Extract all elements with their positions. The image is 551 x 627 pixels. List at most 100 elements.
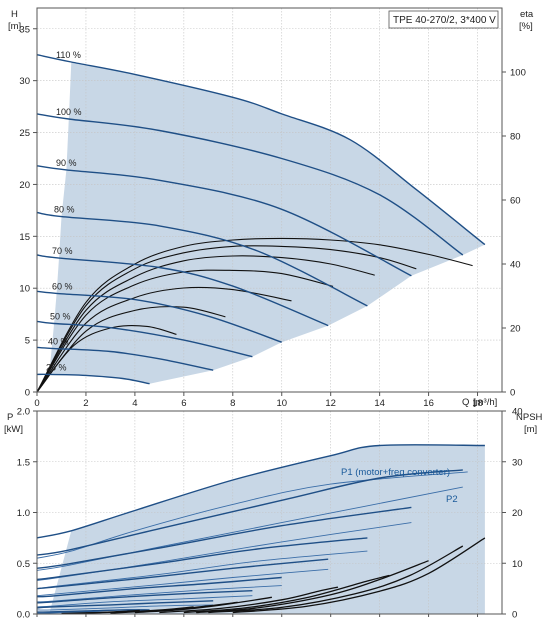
npsh-curve <box>159 586 339 614</box>
y-axis-unit-h: [m] <box>8 21 21 32</box>
y2-axis-unit-eta: [%] <box>519 21 533 32</box>
head-chart-grid <box>36 8 502 392</box>
speed-label: 90 % <box>56 158 77 168</box>
speed-curves <box>36 54 486 385</box>
p2-curve <box>36 604 214 611</box>
speed-curve <box>36 290 282 343</box>
x-tick-label: 4 <box>132 398 137 409</box>
p1-curves <box>36 444 485 613</box>
p2-curve <box>36 568 329 597</box>
y-tick-label: 1.0 <box>17 508 30 519</box>
p2-curves <box>36 471 468 614</box>
p2-curve <box>36 486 463 571</box>
p1-curve <box>36 506 412 569</box>
efficiency-curve <box>36 237 473 393</box>
y-tick-label: 20 <box>19 180 30 191</box>
speed-curve <box>36 373 150 385</box>
p1-curve <box>36 576 282 598</box>
x-tick-label: 6 <box>181 398 186 409</box>
efficiency-curve <box>36 255 375 393</box>
npsh-curve <box>208 545 464 614</box>
x-tick-label: 18 <box>472 398 483 409</box>
npsh-curve <box>196 560 429 614</box>
speed-label: 50 % <box>50 312 71 322</box>
speed-label: 80 % <box>54 205 75 215</box>
y-axis-label-p: P <box>7 412 13 423</box>
speed-curve <box>36 346 214 371</box>
speed-label: 70 % <box>52 246 73 256</box>
head-chart: 0 2 4 6 8 10 12 14 16 18 0 5 10 15 20 25 30 35 0 20 40 60 80 10… <box>8 7 534 409</box>
x-tick-label: 16 <box>423 398 434 409</box>
speed-curve <box>36 254 329 327</box>
y2-tick-label: 20 <box>512 508 523 519</box>
y2-tick-label: 40 <box>512 407 523 418</box>
x-tick-label: 0 <box>34 398 39 409</box>
speed-label: 40 % <box>48 336 69 346</box>
speed-curve <box>36 211 368 307</box>
p1-series-label: P1 (motor+freq.converter) <box>341 467 450 478</box>
y-tick-label: 25 <box>19 128 30 139</box>
speed-labels: 110 % 100 % 90 % 80 % 70 % 60 % 50 % 40 % 25 % <box>46 50 82 372</box>
y2-axis-label-eta: eta <box>520 9 534 20</box>
y2-tick-label: 60 <box>510 196 521 207</box>
y-tick-label: 0.0 <box>17 610 30 621</box>
speed-curve <box>36 54 486 246</box>
y-tick-label: 10 <box>19 284 30 295</box>
efficiency-curve <box>36 286 292 393</box>
x-tick-label: 8 <box>230 398 235 409</box>
y-tick-label: 15 <box>19 232 30 243</box>
speed-curve <box>36 165 412 277</box>
y-tick-label: 30 <box>19 76 30 87</box>
p2-curve <box>36 595 253 608</box>
y2-axis-label-npsh: NPSH <box>516 412 543 423</box>
y-axis-label-h: H <box>11 9 18 20</box>
p2-curve <box>36 585 282 603</box>
y2-tick-label: 30 <box>512 457 523 468</box>
y-tick-label: 1.5 <box>17 457 30 468</box>
head-chart-ticks: 0 2 4 6 8 10 12 14 16 18 0 5 10 15 20 25 30 35 0 20 40 60 80 10… <box>19 24 525 409</box>
chart-title: TPE 40-270/2, 3*400 V <box>393 15 496 26</box>
p1-curve <box>36 590 253 604</box>
npsh-curve <box>183 574 390 614</box>
speed-curve <box>36 113 464 256</box>
y-tick-label: 0.5 <box>17 559 30 570</box>
p2-curve <box>36 471 468 559</box>
speed-label: 60 % <box>52 281 73 291</box>
p1-curve <box>36 537 368 581</box>
y-axis-unit-p: [kW] <box>4 424 23 435</box>
y2-tick-label: 100 <box>510 68 526 79</box>
speed-label: 100 % <box>56 107 82 117</box>
npsh-curve <box>61 609 140 615</box>
p2-curve <box>36 522 412 581</box>
p1-curve <box>36 558 329 590</box>
y2-tick-label: 10 <box>512 559 523 570</box>
speed-label: 110 % <box>56 50 81 60</box>
y2-axis-unit-npsh: [m] <box>524 424 537 435</box>
p1-curve <box>36 600 214 609</box>
y2-tick-label: 20 <box>510 324 521 335</box>
x-tick-label: 12 <box>325 398 336 409</box>
x-tick-label: 10 <box>276 398 287 409</box>
p2-series-label: P2 <box>446 494 458 505</box>
npsh-curves <box>61 537 486 615</box>
speed-curve <box>36 320 253 358</box>
p1-curve <box>36 609 150 613</box>
x-axis-label-q: Q <box>462 397 469 408</box>
y-tick-label: 35 <box>19 24 30 35</box>
title-box <box>388 10 499 29</box>
y-tick-label: 0 <box>25 388 30 399</box>
x-tick-label: 2 <box>83 398 88 409</box>
x-axis-unit-q: [m³/h] <box>473 397 497 408</box>
y2-tick-label: 40 <box>510 260 521 271</box>
y2-tick-label: 80 <box>510 132 521 143</box>
efficiency-curve <box>36 245 417 393</box>
y2-tick-label: 0 <box>510 388 515 399</box>
npsh-curve <box>134 596 272 614</box>
x-tick-label: 14 <box>374 398 385 409</box>
y-tick-label: 5 <box>25 336 30 347</box>
speed-label: 25 % <box>46 362 67 372</box>
npsh-curve <box>232 537 486 614</box>
y-tick-label: 2.0 <box>17 407 30 418</box>
power-range-shade <box>49 444 485 614</box>
